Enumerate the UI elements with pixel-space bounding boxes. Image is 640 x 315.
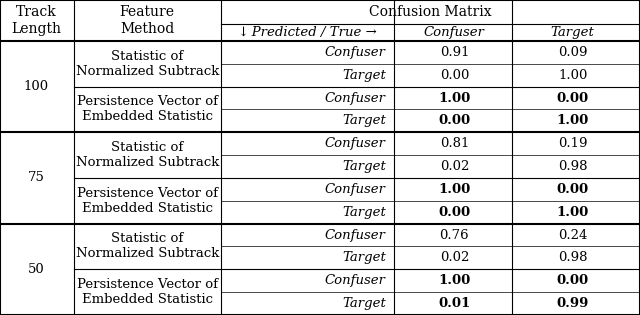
Text: 1.00: 1.00: [557, 114, 589, 127]
Text: Target: Target: [342, 69, 386, 82]
Text: 1.00: 1.00: [438, 274, 470, 287]
Text: Target: Target: [342, 160, 386, 173]
Text: Confuser: Confuser: [325, 137, 386, 150]
Text: Target: Target: [342, 297, 386, 310]
Text: 0.00: 0.00: [438, 206, 470, 219]
Text: 1.00: 1.00: [558, 69, 588, 82]
Text: 0.02: 0.02: [440, 251, 469, 264]
Text: Confuser: Confuser: [325, 92, 386, 105]
Text: 0.00: 0.00: [557, 274, 589, 287]
Text: 50: 50: [28, 263, 45, 276]
Text: 0.00: 0.00: [557, 183, 589, 196]
Text: 0.00: 0.00: [557, 92, 589, 105]
Text: 0.98: 0.98: [558, 251, 588, 264]
Text: Target: Target: [342, 251, 386, 264]
Text: Statistic of
Normalized Subtrack: Statistic of Normalized Subtrack: [76, 50, 219, 78]
Text: Target: Target: [342, 206, 386, 219]
Text: 0.98: 0.98: [558, 160, 588, 173]
Text: Feature
Method: Feature Method: [120, 5, 175, 36]
Text: 0.00: 0.00: [440, 69, 469, 82]
Text: 0.76: 0.76: [440, 229, 469, 242]
Text: 0.00: 0.00: [438, 114, 470, 127]
Text: Statistic of
Normalized Subtrack: Statistic of Normalized Subtrack: [76, 232, 219, 261]
Text: 0.91: 0.91: [440, 46, 469, 59]
Text: Confuser: Confuser: [325, 46, 386, 59]
Text: 0.01: 0.01: [438, 297, 470, 310]
Text: Confuser: Confuser: [325, 183, 386, 196]
Text: Target: Target: [551, 26, 595, 39]
Text: Confusion Matrix: Confusion Matrix: [369, 5, 492, 19]
Text: Persistence Vector of
Embedded Statistic: Persistence Vector of Embedded Statistic: [77, 187, 218, 215]
Text: Confuser: Confuser: [325, 274, 386, 287]
Text: 0.09: 0.09: [558, 46, 588, 59]
Text: 0.02: 0.02: [440, 160, 469, 173]
Text: 0.99: 0.99: [557, 297, 589, 310]
Text: Track
Length: Track Length: [12, 5, 61, 36]
Text: ↓ Predicted / True →: ↓ Predicted / True →: [238, 26, 376, 39]
Text: 1.00: 1.00: [438, 183, 470, 196]
Text: 1.00: 1.00: [438, 92, 470, 105]
Text: Persistence Vector of
Embedded Statistic: Persistence Vector of Embedded Statistic: [77, 95, 218, 123]
Text: Target: Target: [342, 114, 386, 127]
Text: 100: 100: [24, 80, 49, 93]
Text: Statistic of
Normalized Subtrack: Statistic of Normalized Subtrack: [76, 141, 219, 169]
Text: 0.19: 0.19: [558, 137, 588, 150]
Text: Persistence Vector of
Embedded Statistic: Persistence Vector of Embedded Statistic: [77, 278, 218, 306]
Text: Confuser: Confuser: [424, 26, 485, 39]
Text: Confuser: Confuser: [325, 229, 386, 242]
Text: 0.81: 0.81: [440, 137, 469, 150]
Text: 0.24: 0.24: [558, 229, 588, 242]
Text: 75: 75: [28, 171, 45, 185]
Text: 1.00: 1.00: [557, 206, 589, 219]
